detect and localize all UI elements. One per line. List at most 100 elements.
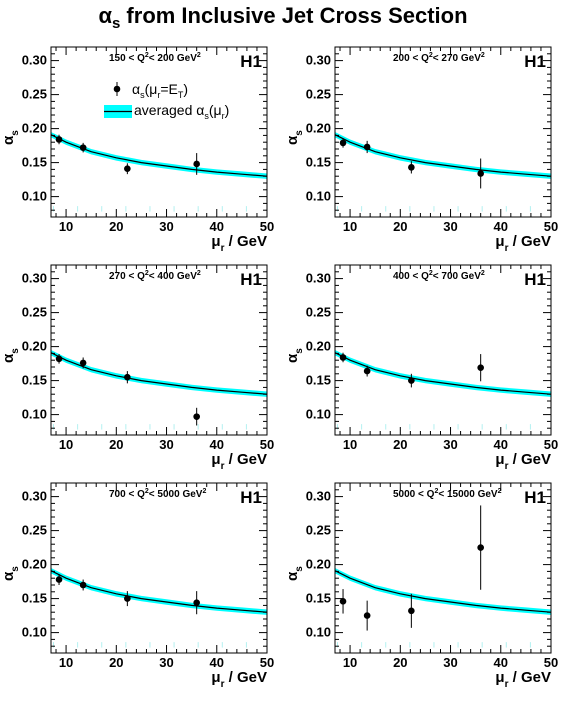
legend-points-label: αs(μr=ET) <box>132 81 188 100</box>
legend-marker <box>113 85 121 93</box>
data-point <box>124 165 131 173</box>
q2-range-low: 270 <box>109 271 126 282</box>
x-tick-label: 10 <box>343 655 357 670</box>
q2-unit: GeV <box>177 53 197 64</box>
y-tick-label: 0.20 <box>22 557 47 572</box>
q2-range-low: 400 <box>393 271 410 282</box>
legend-et-sub: T <box>178 90 184 100</box>
data-point <box>193 160 200 168</box>
data-point <box>477 544 484 551</box>
q2-less-than: < <box>438 489 447 500</box>
legend-open: (μ <box>145 81 158 97</box>
x-tick-label: 20 <box>109 219 123 234</box>
q2-range-high: 15000 <box>447 489 475 500</box>
y-axis-title: αs <box>284 566 305 581</box>
legend: αs(μr=ET) averaged αs(μr) <box>104 81 229 121</box>
figure-title: αs from Inclusive Jet Cross Section <box>98 3 467 32</box>
legend-band-label: averaged αs(μr) <box>134 102 229 121</box>
panel-4: 10 20 30 40 50 0.10 0.15 0.20 0.25 0.30 μr / GeV αs… <box>284 264 558 472</box>
averaged-alpha-band <box>51 350 267 397</box>
y-tick-label: 0.15 <box>306 155 331 170</box>
legend-band-sub: s <box>204 111 209 121</box>
y-tick-label: 0.30 <box>306 53 331 68</box>
q2-range-high: 270 <box>441 53 458 64</box>
y-tick-label: 0.10 <box>306 407 331 422</box>
legend-band-text: averaged α <box>134 102 204 118</box>
x-tick-label: 40 <box>494 437 508 452</box>
data-point <box>408 377 415 384</box>
y-tick-label: 0.15 <box>22 155 47 170</box>
q2-unit: GeV <box>177 271 197 282</box>
x-axis-unit: / GeV <box>508 451 551 468</box>
x-tick-label: 50 <box>260 437 274 452</box>
data-point <box>408 164 415 171</box>
x-tick-label: 40 <box>494 219 508 234</box>
y-axis-subscript: s <box>294 130 305 136</box>
q2-unit: GeV <box>182 489 202 500</box>
y-axis-subscript: s <box>10 348 21 354</box>
x-axis-title: μr / GeV <box>495 669 551 690</box>
legend-alpha: α <box>132 81 140 97</box>
q2-unit-power: 2 <box>481 52 485 59</box>
y-tick-label: 0.25 <box>22 523 47 538</box>
q2-symbol: < Q <box>126 271 145 282</box>
y-tick-label: 0.20 <box>306 557 331 572</box>
y-tick-label: 0.10 <box>306 189 331 204</box>
data-point <box>339 598 347 605</box>
x-tick-label: 20 <box>393 437 407 452</box>
x-tick-label: 10 <box>343 219 357 234</box>
x-tick-label: 30 <box>159 437 173 452</box>
y-tick-label: 0.30 <box>306 271 331 286</box>
q2-less-than: < <box>149 489 158 500</box>
y-tick-label: 0.25 <box>306 305 331 320</box>
averaged-alpha-curve <box>334 134 552 177</box>
data-point <box>55 136 63 143</box>
x-axis-subscript: r <box>221 243 225 254</box>
q2-symbol: < Q <box>415 489 434 500</box>
x-tick-label: 30 <box>159 655 173 670</box>
legend-band-mu-sub: r <box>222 111 225 121</box>
y-axis-symbol: α <box>0 353 17 363</box>
panel-6: 10 20 30 40 50 0.10 0.15 0.20 0.25 0.30 μr / GeV αs… <box>284 482 558 690</box>
y-axis-subscript: s <box>294 566 305 572</box>
data-point <box>339 354 347 361</box>
plot-frame <box>50 482 268 654</box>
experiment-label: H1 <box>240 52 262 71</box>
y-tick-label: 0.20 <box>306 121 331 136</box>
q2-power: 2 <box>145 52 149 59</box>
data-point <box>124 373 131 381</box>
data-point <box>55 576 63 583</box>
q2-unit: GeV <box>461 271 481 282</box>
x-axis-subscript: r <box>221 461 225 472</box>
x-axis-title: μr / GeV <box>211 451 267 472</box>
experiment-label: H1 <box>524 488 546 507</box>
y-axis-title: αs <box>0 566 21 581</box>
legend-mu-sub: r <box>157 90 160 100</box>
panel-2: 10 20 30 40 50 0.10 0.15 0.20 0.25 0.30 μr / GeV αs… <box>284 46 558 254</box>
q2-range-label: 400 < Q2< 700 GeV2 <box>393 270 485 282</box>
q2-range-label: 150 < Q2< 200 GeV2 <box>109 52 201 64</box>
x-tick-label: 50 <box>544 655 558 670</box>
q2-power: 2 <box>429 52 433 59</box>
x-tick-label: 50 <box>544 219 558 234</box>
experiment-label: H1 <box>524 52 546 71</box>
y-tick-label: 0.20 <box>22 339 47 354</box>
q2-unit: GeV <box>478 489 498 500</box>
y-tick-label: 0.20 <box>22 121 47 136</box>
data-point <box>339 139 347 147</box>
q2-range-label: 5000 < Q2< 15000 GeV2 <box>393 488 502 500</box>
y-tick-label: 0.30 <box>22 271 47 286</box>
y-tick-label: 0.10 <box>22 189 47 204</box>
plot-frame <box>334 46 552 218</box>
q2-power: 2 <box>145 488 149 495</box>
legend-band-open: (μ <box>209 102 222 118</box>
q2-range-high: 200 <box>157 53 174 64</box>
averaged-alpha-band <box>51 132 267 179</box>
y-axis-symbol: α <box>284 571 301 581</box>
y-tick-label: 0.20 <box>306 339 331 354</box>
data-point <box>363 143 371 151</box>
x-axis-unit: / GeV <box>224 451 267 468</box>
y-tick-label: 0.30 <box>22 489 47 504</box>
x-axis-unit: / GeV <box>508 233 551 250</box>
